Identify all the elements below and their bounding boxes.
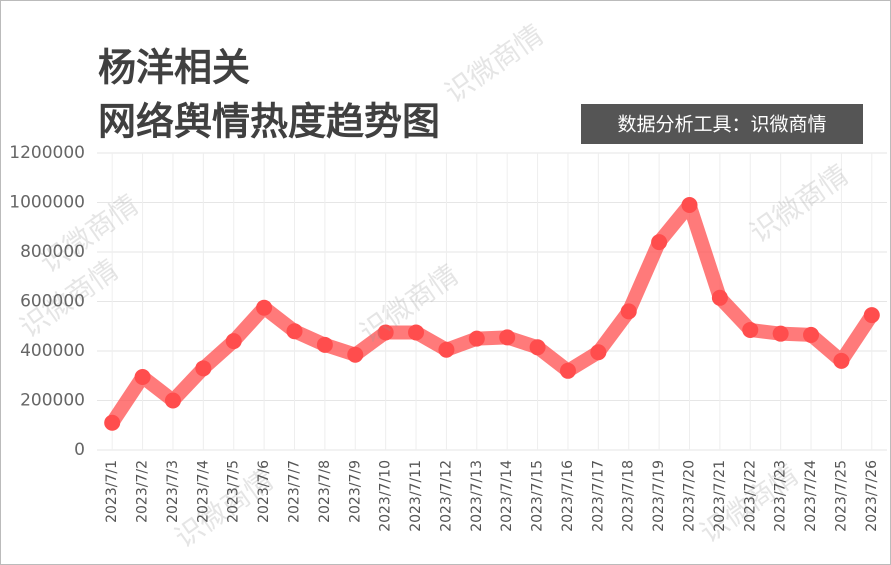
point xyxy=(590,344,607,361)
chart-title: 杨洋相关 xyxy=(98,46,250,90)
point xyxy=(286,323,303,340)
x-tick-label: 2023/7/13 xyxy=(469,460,485,532)
point xyxy=(833,352,850,369)
x-tick-label: 2023/7/12 xyxy=(438,460,454,532)
y-tick-label: 800000 xyxy=(20,242,85,262)
x-tick-label: 2023/7/17 xyxy=(590,460,606,532)
point xyxy=(681,196,698,213)
y-tick-label: 1000000 xyxy=(9,193,85,213)
x-tick-label: 2023/7/16 xyxy=(560,460,576,532)
point xyxy=(316,336,333,353)
x-tick-label: 2023/7/9 xyxy=(347,460,363,523)
x-tick-label: 2023/7/4 xyxy=(195,460,211,523)
point xyxy=(863,307,880,324)
point xyxy=(620,303,637,320)
point xyxy=(438,341,455,358)
y-tick-label: 1200000 xyxy=(9,143,85,163)
x-tick-label: 2023/7/8 xyxy=(317,460,333,523)
chart-title: 网络舆情热度趋势图 xyxy=(98,100,440,144)
x-tick-label: 2023/7/5 xyxy=(226,460,242,523)
x-tick-label: 2023/7/11 xyxy=(408,460,424,532)
point xyxy=(711,289,728,306)
point xyxy=(104,414,121,431)
point xyxy=(164,392,181,409)
point xyxy=(529,339,546,356)
x-tick-label: 2023/7/7 xyxy=(287,460,303,523)
y-tick-label: 400000 xyxy=(20,341,85,361)
point xyxy=(772,325,789,342)
x-tick-label: 2023/7/21 xyxy=(712,460,728,532)
point xyxy=(256,299,273,316)
badge: 数据分析工具：识微商情 xyxy=(617,114,826,136)
x-tick-label: 2023/7/1 xyxy=(104,460,120,523)
x-tick-label: 2023/7/25 xyxy=(833,460,849,532)
x-tick-label: 2023/7/20 xyxy=(682,460,698,532)
y-tick-label: 600000 xyxy=(20,292,85,312)
x-tick-label: 2023/7/22 xyxy=(742,460,758,532)
point xyxy=(742,321,759,338)
x-tick-label: 2023/7/6 xyxy=(256,460,272,523)
x-tick-label: 2023/7/26 xyxy=(864,460,880,532)
x-tick-label: 2023/7/10 xyxy=(378,460,394,532)
point xyxy=(651,234,668,251)
point xyxy=(347,346,364,363)
x-tick-label: 2023/7/18 xyxy=(621,460,637,532)
point xyxy=(499,329,516,346)
x-tick-label: 2023/7/19 xyxy=(651,460,667,532)
x-tick-label: 2023/7/2 xyxy=(135,460,151,523)
point xyxy=(468,330,485,347)
x-tick-label: 2023/7/3 xyxy=(165,460,181,523)
x-tick-label: 2023/7/24 xyxy=(803,460,819,532)
y-tick-label: 0 xyxy=(74,440,85,460)
y-tick-label: 200000 xyxy=(20,391,85,411)
x-tick-label: 2023/7/14 xyxy=(499,460,515,532)
point xyxy=(225,333,242,350)
point xyxy=(803,326,820,343)
point xyxy=(377,324,394,341)
x-tick-label: 2023/7/15 xyxy=(530,460,546,532)
point xyxy=(559,362,576,379)
point xyxy=(408,324,425,341)
x-tick-label: 2023/7/23 xyxy=(773,460,789,532)
badge-bg xyxy=(581,104,863,144)
point xyxy=(134,368,151,385)
point xyxy=(195,360,212,377)
